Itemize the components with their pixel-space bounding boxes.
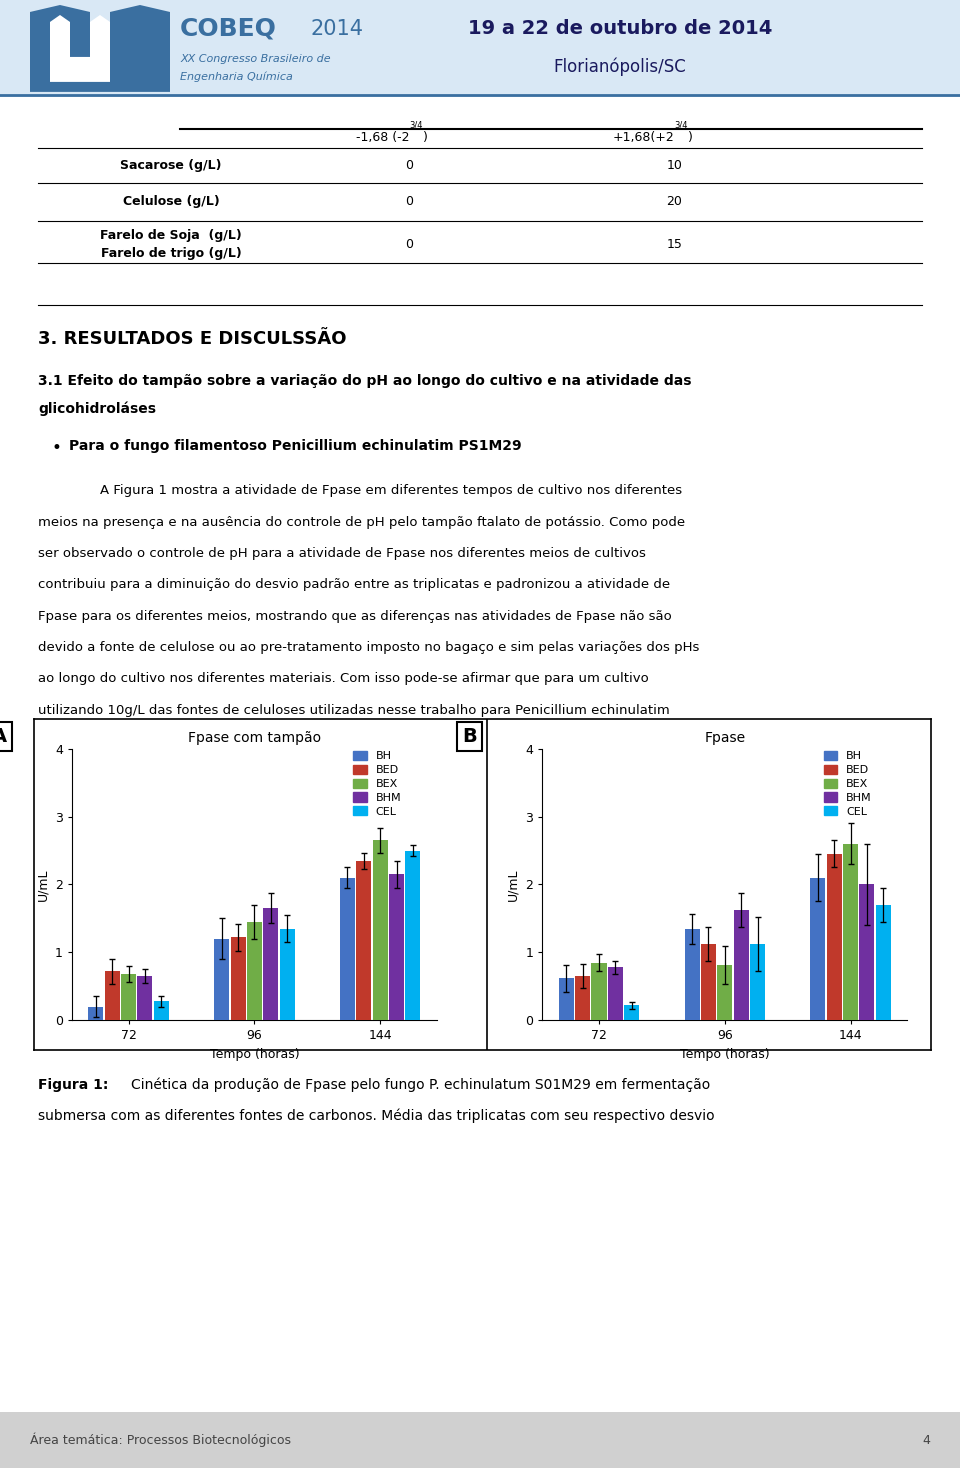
Bar — [405, 850, 420, 1020]
Bar — [121, 975, 136, 1020]
Bar — [827, 854, 842, 1020]
Legend: BH, BED, BEX, BHM, CEL: BH, BED, BEX, BHM, CEL — [351, 749, 403, 819]
Title: Fpase com tampão: Fpase com tampão — [188, 731, 321, 744]
Text: 3. RESULTADOS E DISCULSSÃO: 3. RESULTADOS E DISCULSSÃO — [38, 330, 347, 348]
Text: submersa com as diferentes fontes de carbonos. Média das triplicatas com seu res: submersa com as diferentes fontes de car… — [38, 1108, 715, 1123]
Polygon shape — [30, 4, 170, 92]
Bar — [263, 909, 278, 1020]
Text: A: A — [0, 727, 7, 746]
Bar — [356, 860, 372, 1020]
Bar — [154, 1001, 169, 1020]
Text: Cinética da produção de Fpase pelo fungo P. echinulatum S01M29 em fermentação: Cinética da produção de Fpase pelo fungo… — [132, 1078, 710, 1092]
Bar — [843, 844, 858, 1020]
Bar — [591, 963, 607, 1020]
Bar — [733, 910, 749, 1020]
Legend: BH, BED, BEX, BHM, CEL: BH, BED, BEX, BHM, CEL — [822, 749, 874, 819]
Text: glicohidroláses: glicohidroláses — [38, 401, 156, 415]
Text: Área temática: Processos Biotecnológicos: Área temática: Processos Biotecnológicos — [30, 1433, 291, 1447]
Text: ao longo do cultivo nos diferentes materiais. Com isso pode-se afirmar que para : ao longo do cultivo nos diferentes mater… — [38, 672, 649, 686]
Text: +1,68(+2: +1,68(+2 — [612, 131, 674, 144]
Text: Fpase para os diferentes meios, mostrando que as diferenças nas atividades de Fp: Fpase para os diferentes meios, mostrand… — [38, 609, 672, 622]
Text: ): ) — [422, 131, 427, 144]
Text: COBEQ: COBEQ — [180, 18, 276, 41]
Bar — [624, 1006, 639, 1020]
Bar — [559, 978, 574, 1020]
Text: Figura 1:: Figura 1: — [38, 1078, 108, 1092]
Text: Sacarose (g/L): Sacarose (g/L) — [120, 159, 222, 172]
Bar — [340, 878, 355, 1020]
Text: utilizando 10g/L das fontes de celuloses utilizadas nesse trabalho para Penicill: utilizando 10g/L das fontes de celuloses… — [38, 703, 670, 716]
Bar — [389, 875, 404, 1020]
Text: Farelo de Soja  (g/L): Farelo de Soja (g/L) — [100, 229, 242, 242]
Text: XX Congresso Brasileiro de: XX Congresso Brasileiro de — [180, 54, 330, 65]
Text: 0: 0 — [405, 195, 414, 208]
Bar — [247, 922, 262, 1020]
Text: 0: 0 — [405, 159, 414, 172]
Text: A Figura 1 mostra a atividade de Fpase em diferentes tempos de cultivo nos difer: A Figura 1 mostra a atividade de Fpase e… — [100, 484, 683, 498]
X-axis label: Tempo (horas): Tempo (horas) — [680, 1048, 770, 1061]
Text: 10: 10 — [666, 159, 683, 172]
Text: Engenharia Química: Engenharia Química — [180, 72, 293, 82]
Text: ser observado o controle de pH para a atividade de Fpase nos diferentes meios de: ser observado o controle de pH para a at… — [38, 548, 646, 559]
Bar — [214, 940, 229, 1020]
Text: -1,68 (-2: -1,68 (-2 — [356, 131, 409, 144]
Bar — [876, 904, 891, 1020]
Text: negativamente na indução.: negativamente na indução. — [38, 766, 222, 780]
Y-axis label: U/mL: U/mL — [507, 868, 519, 901]
Text: 3.1 Efeito do tampão sobre a variação do pH ao longo do cultivo e na atividade d: 3.1 Efeito do tampão sobre a variação do… — [38, 374, 692, 388]
Text: 3/4: 3/4 — [674, 120, 687, 129]
Bar — [701, 944, 716, 1020]
Title: Fpase: Fpase — [705, 731, 745, 744]
Bar — [810, 878, 826, 1020]
Bar — [88, 1007, 104, 1020]
Polygon shape — [50, 15, 110, 82]
Text: 2014: 2014 — [310, 19, 363, 40]
Text: Para o fungo filamentoso Penicillium echinulatim PS1M29: Para o fungo filamentoso Penicillium ech… — [69, 439, 522, 454]
Bar — [750, 944, 765, 1020]
Bar — [859, 884, 875, 1020]
Text: •: • — [52, 439, 61, 457]
Text: Florianópolis/SC: Florianópolis/SC — [554, 57, 686, 76]
Bar — [372, 840, 388, 1020]
Bar — [575, 976, 590, 1020]
Text: 0: 0 — [405, 238, 414, 251]
Bar — [137, 976, 153, 1020]
Bar — [684, 929, 700, 1020]
Text: B: B — [462, 727, 477, 746]
Bar — [608, 967, 623, 1020]
Text: ): ) — [687, 131, 692, 144]
Text: 19 a 22 de outubro de 2014: 19 a 22 de outubro de 2014 — [468, 19, 772, 38]
Text: devido a fonte de celulose ou ao pre-tratamento imposto no bagaço e sim pelas va: devido a fonte de celulose ou ao pre-tra… — [38, 642, 700, 655]
Text: PS1M29 a indução de Fpase é a mesma e que o tampão biftalato de potássio não inf: PS1M29 a indução de Fpase é a mesma e qu… — [38, 735, 652, 749]
Bar — [105, 972, 120, 1020]
Bar — [717, 964, 732, 1020]
X-axis label: Tempo (horas): Tempo (horas) — [209, 1048, 300, 1061]
Text: 20: 20 — [666, 195, 683, 208]
Y-axis label: U/mL: U/mL — [36, 868, 49, 901]
Text: contribuiu para a diminuição do desvio padrão entre as triplicatas e padronizou : contribuiu para a diminuição do desvio p… — [38, 578, 670, 592]
Text: 4: 4 — [923, 1434, 930, 1446]
Text: meios na presença e na ausência do controle de pH pelo tampão ftalato de potássi: meios na presença e na ausência do contr… — [38, 515, 685, 528]
Text: Farelo de trigo (g/L): Farelo de trigo (g/L) — [101, 247, 241, 260]
Text: 15: 15 — [666, 238, 683, 251]
Text: Celulose (g/L): Celulose (g/L) — [123, 195, 219, 208]
Text: 3/4: 3/4 — [409, 120, 422, 129]
Bar — [230, 938, 246, 1020]
Bar — [279, 929, 295, 1020]
